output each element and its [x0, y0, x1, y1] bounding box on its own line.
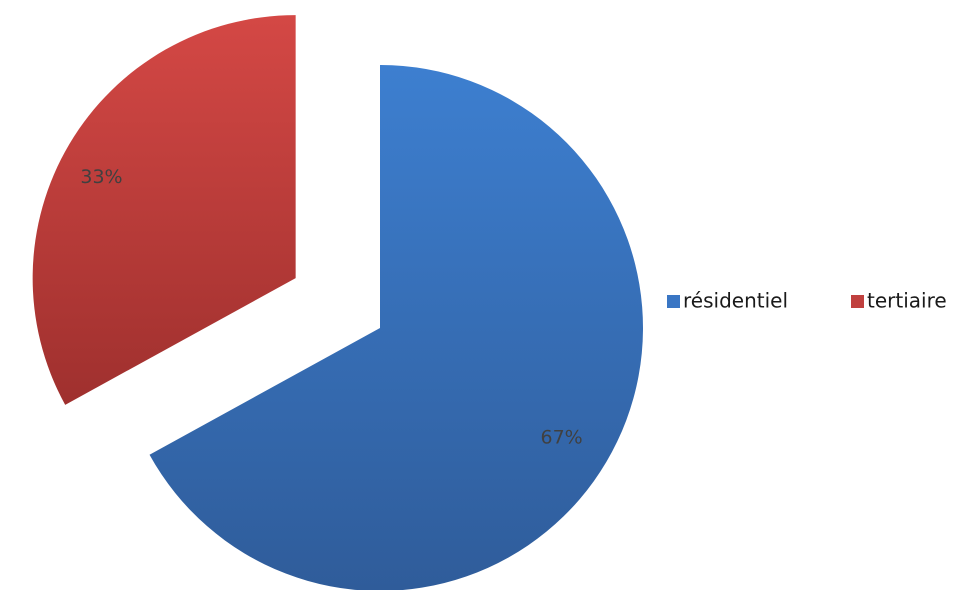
legend-item-0: résidentiel	[667, 289, 788, 313]
pie-slice-residentiel	[149, 65, 643, 590]
legend-item-1: tertiaire	[851, 289, 947, 313]
data-label-1: 33%	[80, 166, 122, 188]
data-label-0: 67%	[541, 426, 583, 448]
legend-label-0: résidentiel	[683, 289, 788, 313]
legend-swatch-1	[851, 295, 864, 308]
legend: résidentiel tertiaire	[667, 289, 947, 313]
legend-swatch-0	[667, 295, 680, 308]
slices-layer	[32, 15, 643, 590]
pie-slice-tertiaire	[32, 15, 296, 405]
legend-label-1: tertiaire	[867, 289, 947, 313]
data-labels-layer: 67% 33%	[80, 166, 582, 448]
